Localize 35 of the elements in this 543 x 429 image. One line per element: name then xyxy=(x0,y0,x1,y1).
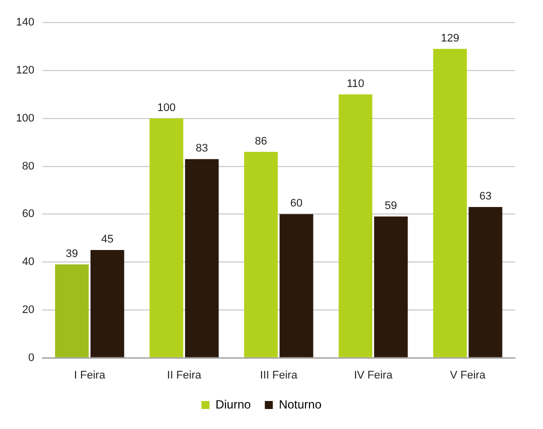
bar xyxy=(150,118,184,358)
bar xyxy=(185,159,219,358)
data-label: 63 xyxy=(479,190,492,202)
y-tick-label: 140 xyxy=(16,16,34,29)
legend-label: Diurno xyxy=(215,397,252,412)
y-tick-label: 120 xyxy=(16,64,34,77)
y-tick-label: 100 xyxy=(16,112,34,124)
y-tick-label: 60 xyxy=(22,208,34,220)
y-tick-label: 80 xyxy=(22,160,34,172)
bar xyxy=(280,214,314,358)
bar xyxy=(90,250,124,358)
data-label: 45 xyxy=(101,234,114,246)
bar xyxy=(374,216,408,358)
x-tick-label: IV Feira xyxy=(354,369,394,382)
x-tick-label: V Feira xyxy=(450,369,486,382)
bar xyxy=(338,94,372,358)
data-label: 86 xyxy=(254,135,268,148)
legend-label: Noturno xyxy=(278,397,322,412)
y-tick-label: 0 xyxy=(28,352,34,364)
data-label: 39 xyxy=(66,248,78,260)
x-tick-label: I Feira xyxy=(74,369,106,382)
data-label: 110 xyxy=(346,78,364,90)
x-tick-label: III Feira xyxy=(260,369,298,382)
x-tick-label: II Feira xyxy=(167,369,202,382)
y-tick-label: 40 xyxy=(22,256,34,268)
data-label: 100 xyxy=(157,102,176,114)
bar xyxy=(244,152,278,358)
data-label: 59 xyxy=(384,200,398,212)
data-label: 129 xyxy=(440,32,460,44)
y-tick-label: 20 xyxy=(22,304,34,316)
bar xyxy=(55,264,89,358)
data-label: 83 xyxy=(196,142,208,155)
bar xyxy=(433,48,467,358)
data-label: 60 xyxy=(290,198,303,210)
bar xyxy=(468,206,502,358)
